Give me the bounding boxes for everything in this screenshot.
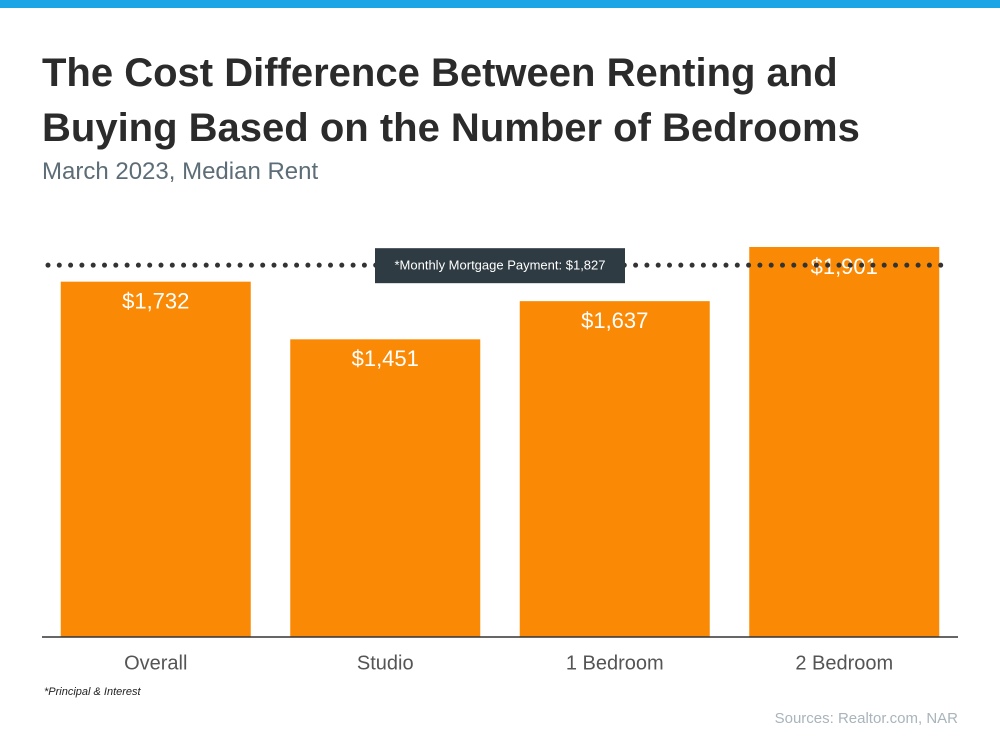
- reference-label: *Monthly Mortgage Payment: $1,827: [394, 258, 605, 273]
- x-tick-label: Overall: [124, 652, 187, 674]
- bar: [290, 339, 481, 637]
- value-label: $1,637: [581, 308, 648, 333]
- reference-label-box: [375, 248, 625, 284]
- source: Sources: Realtor.com, NAR: [774, 710, 958, 727]
- chart-title: The Cost Difference Between Renting and …: [42, 51, 860, 150]
- bar: [60, 281, 251, 637]
- value-label: $1,901: [811, 254, 878, 279]
- bar: [749, 247, 940, 637]
- x-tick-label: 2 Bedroom: [795, 652, 893, 674]
- footnote: *Principal & Interest: [44, 686, 141, 698]
- bar: [519, 301, 710, 637]
- x-tick-label: 1 Bedroom: [566, 652, 664, 674]
- x-tick-label: Studio: [357, 652, 414, 674]
- chart-subtitle: March 2023, Median Rent: [42, 158, 319, 185]
- value-label: $1,451: [352, 346, 419, 371]
- value-label: $1,732: [122, 288, 189, 313]
- top-bar: [0, 0, 1000, 8]
